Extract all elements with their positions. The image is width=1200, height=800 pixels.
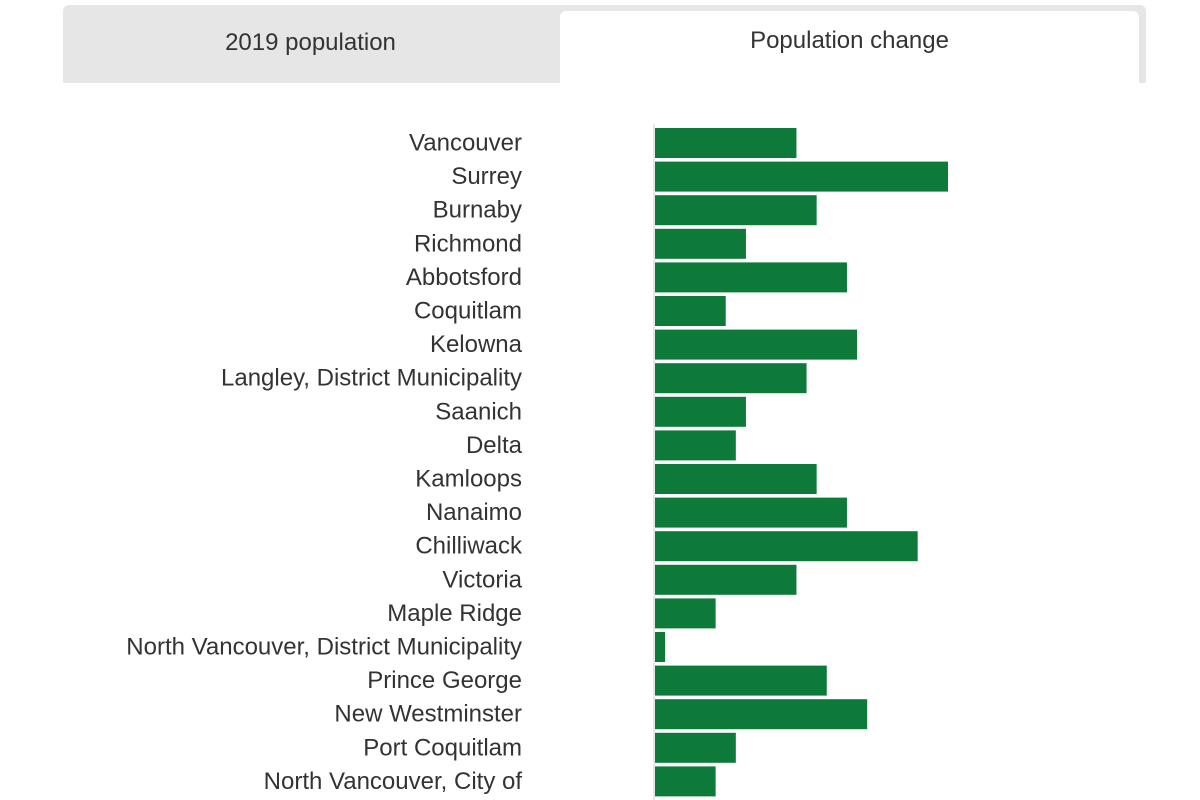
bar[interactable] [655, 632, 666, 662]
category-label: Kelowna [430, 331, 523, 358]
category-label: New Westminster [334, 701, 522, 728]
category-label: North Vancouver, City of [264, 768, 523, 795]
category-label: Abbotsford [406, 264, 522, 291]
bar[interactable] [655, 430, 736, 461]
category-label: Victoria [442, 566, 522, 593]
bar[interactable] [655, 296, 726, 326]
category-label: Saanich [435, 398, 522, 425]
bar[interactable] [655, 161, 948, 192]
category-label: Prince George [367, 667, 522, 694]
tab-population-change[interactable]: Population change [560, 11, 1139, 83]
category-label: Coquitlam [414, 298, 522, 325]
bar[interactable] [655, 699, 868, 730]
category-label: Delta [466, 432, 523, 459]
bar[interactable] [655, 598, 716, 629]
category-label: Maple Ridge [387, 600, 522, 627]
bar[interactable] [655, 329, 858, 360]
bar[interactable] [655, 766, 716, 797]
bar[interactable] [655, 363, 807, 394]
category-label: North Vancouver, District Municipality [126, 634, 522, 661]
bar[interactable] [655, 262, 847, 293]
category-label: Surrey [451, 163, 522, 190]
bar[interactable] [655, 732, 736, 763]
category-label: Vancouver [409, 130, 522, 157]
category-label: Burnaby [433, 197, 522, 224]
bar[interactable] [655, 464, 817, 494]
category-label: Chilliwack [415, 533, 523, 560]
bar[interactable] [655, 497, 847, 528]
category-label: Richmond [414, 230, 522, 257]
bar[interactable] [655, 531, 918, 562]
chart-tab-bar: 2019 population Population change [63, 5, 1146, 83]
bar[interactable] [655, 665, 827, 696]
tab-2019-population[interactable]: 2019 population [225, 29, 396, 56]
category-label: Langley, District Municipality [221, 365, 522, 392]
bars [655, 128, 948, 797]
category-label: Port Coquitlam [363, 734, 522, 761]
category-labels: Vancouver Surrey Burnaby Richmond Abbotsford… [126, 130, 523, 795]
category-label: Nanaimo [426, 499, 522, 526]
bar[interactable] [655, 396, 746, 427]
bar[interactable] [655, 195, 817, 226]
category-label: Kamloops [415, 466, 522, 493]
bar[interactable] [655, 564, 797, 595]
bar[interactable] [655, 128, 797, 158]
bar[interactable] [655, 228, 746, 259]
